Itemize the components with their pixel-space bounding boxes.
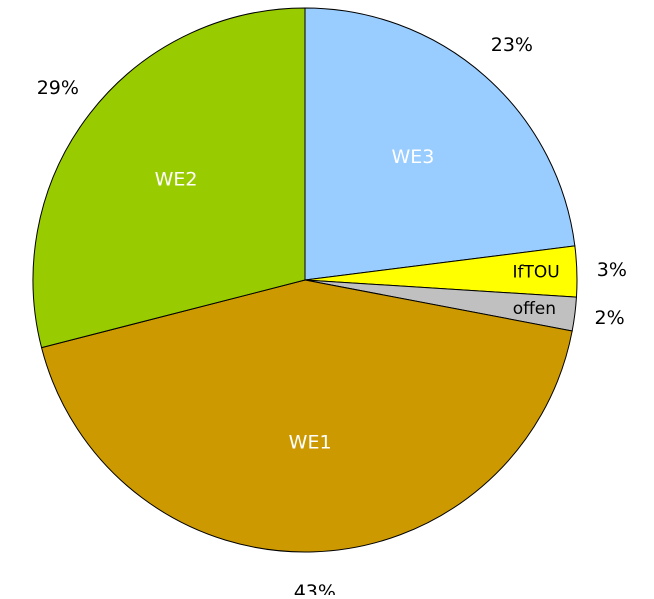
slice-label: WE2 [155,168,198,190]
percent-label: 3% [597,259,627,281]
pie-slice [40,279,573,553]
percent-label: 2% [595,307,625,329]
slice-label: IfTOU [512,263,559,283]
percent-label: 23% [491,34,533,56]
pie-slice [304,7,576,281]
slice-label: offen [513,299,556,319]
slice-label: WE1 [289,432,332,454]
slice-label: WE3 [391,146,434,168]
percent-label: 29% [37,77,79,99]
percent-label: 43% [294,581,336,595]
pie-slice [32,7,306,349]
